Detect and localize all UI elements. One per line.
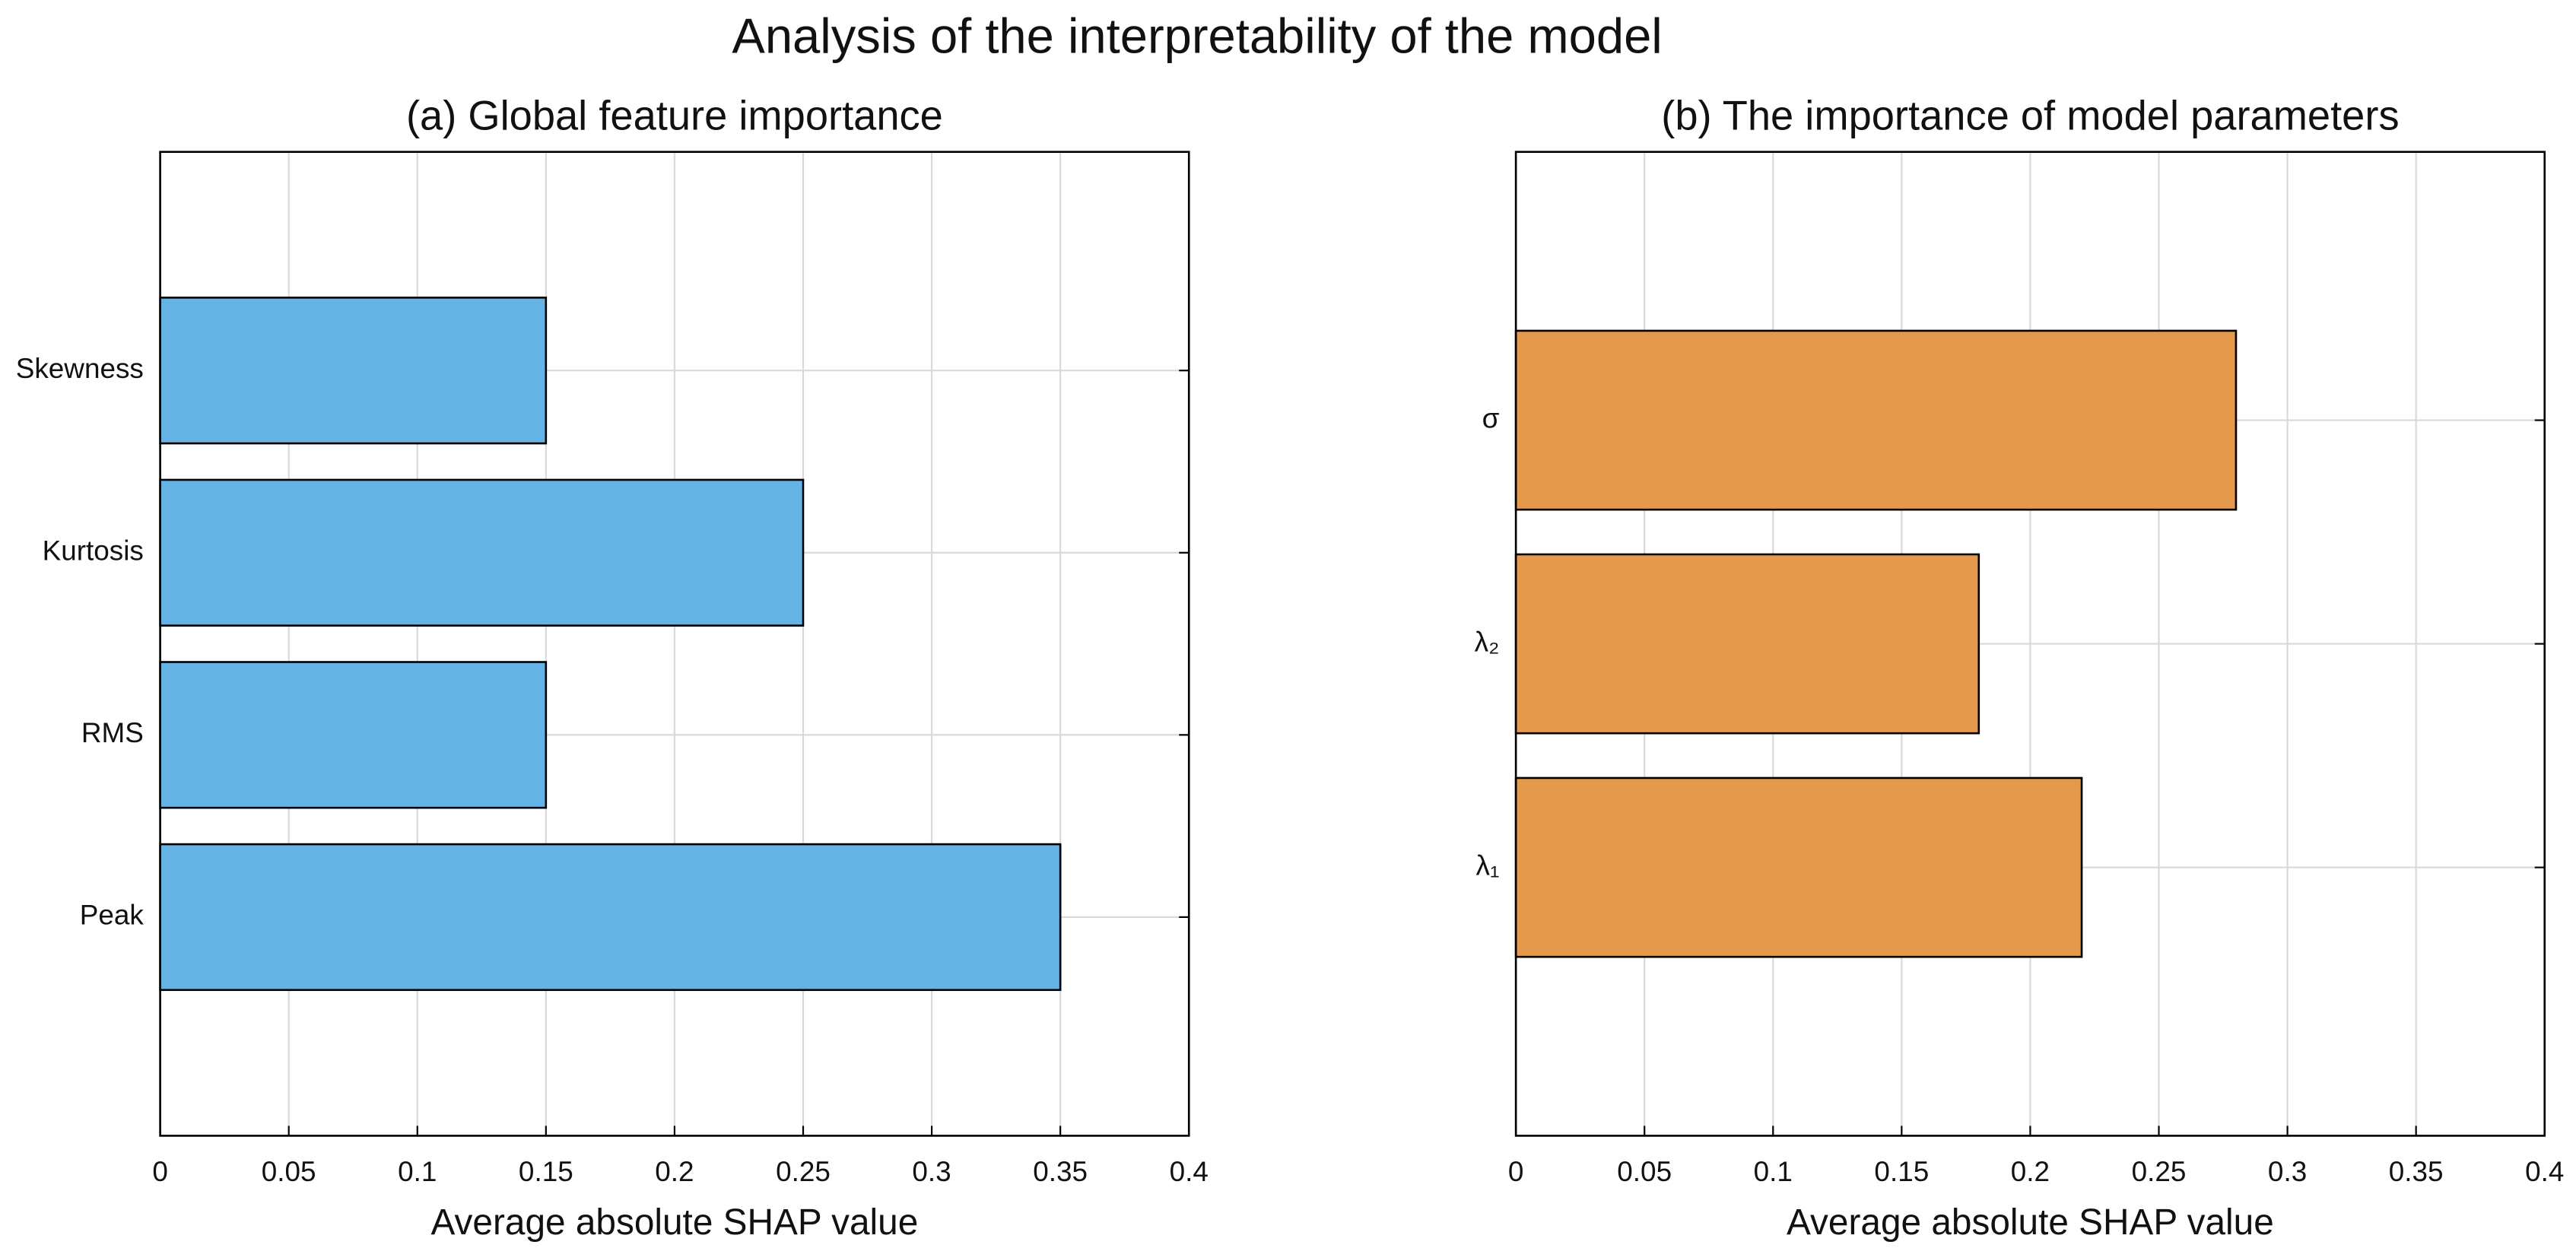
x-axis-label: Average absolute SHAP value (1787, 1202, 2274, 1243)
bar (159, 843, 1062, 992)
chart-title: (a) Global feature importance (406, 93, 943, 139)
y-tick-label: Peak (80, 900, 145, 931)
x-tick-label: 0.2 (655, 1156, 694, 1187)
y-tick-label: Kurtosis (43, 535, 144, 567)
bar (159, 297, 548, 445)
bar (1514, 776, 2083, 958)
x-tick-label: 0.35 (2389, 1156, 2444, 1187)
plot-frame (159, 151, 1190, 1137)
x-tick-label: 0.1 (398, 1156, 437, 1187)
bar (1514, 329, 2238, 511)
x-tick-label: 0.3 (2268, 1156, 2307, 1187)
y-tick-label: RMS (81, 717, 144, 748)
y-tick-label: λ₁ (1475, 849, 1499, 881)
y-tick-label: σ (1482, 402, 1500, 433)
x-axis-label: Average absolute SHAP value (431, 1202, 919, 1243)
bar (159, 478, 805, 627)
x-tick-label: 0.25 (776, 1156, 831, 1187)
x-tick-label: 0.4 (2525, 1156, 2564, 1187)
chart-title: (b) The importance of model parameters (1661, 93, 2399, 139)
x-tick-label: 0.05 (1617, 1156, 1672, 1187)
x-tick-label: 0.25 (2132, 1156, 2187, 1187)
x-tick-label: 0.3 (912, 1156, 951, 1187)
figure-title: Analysis of the interpretability of the … (732, 8, 1662, 63)
y-tick-label: Skewness (16, 353, 144, 384)
x-tick-label: 0.05 (262, 1156, 316, 1187)
x-tick-label: 0.2 (2011, 1156, 2050, 1187)
x-tick-label: 0 (1508, 1156, 1524, 1187)
y-tick-label: λ₂ (1475, 626, 1500, 657)
x-tick-label: 0.4 (1170, 1156, 1209, 1187)
x-tick-label: 0.35 (1033, 1156, 1088, 1187)
bar (159, 661, 548, 809)
plot-frame (1514, 151, 2546, 1137)
x-tick-label: 0.1 (1754, 1156, 1793, 1187)
bar (1514, 553, 1980, 735)
x-tick-label: 0.15 (1874, 1156, 1929, 1187)
x-tick-label: 0 (152, 1156, 168, 1187)
x-tick-label: 0.15 (519, 1156, 573, 1187)
